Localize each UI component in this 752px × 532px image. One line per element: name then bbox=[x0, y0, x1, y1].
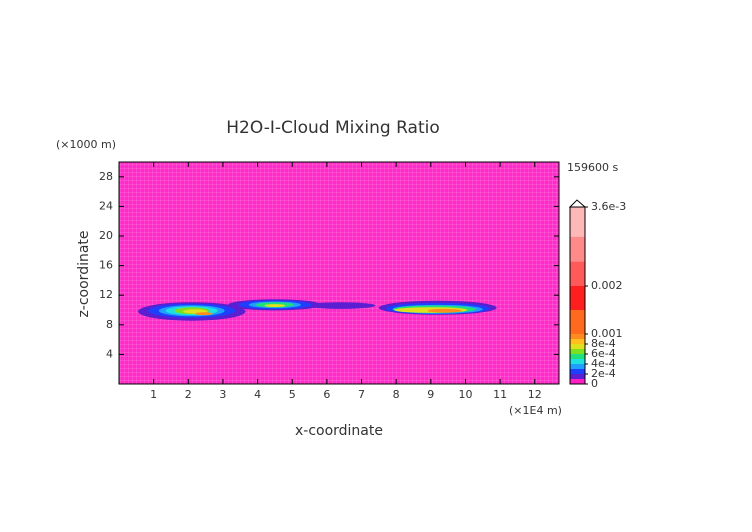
colorbar-tick-label: 8e-4 bbox=[591, 337, 616, 350]
contour-region bbox=[306, 302, 376, 309]
colorbar-band bbox=[570, 354, 585, 359]
y-tick-label: 8 bbox=[106, 318, 113, 331]
x-axis-label: x-coordinate bbox=[295, 423, 383, 439]
x-tick-label: 6 bbox=[323, 388, 330, 401]
colorbar-band bbox=[570, 349, 585, 354]
colorbar-tick-label: 0 bbox=[591, 377, 598, 390]
colorbar-tick-label: 3.6e-3 bbox=[591, 200, 626, 213]
field-texture bbox=[119, 162, 559, 384]
x-tick-label: 8 bbox=[393, 388, 400, 401]
x-tick-label: 11 bbox=[493, 388, 507, 401]
colorbar-tick-label: 0.002 bbox=[591, 279, 623, 292]
colorbar-tick-label: 0.001 bbox=[591, 327, 623, 340]
x-tick-label: 5 bbox=[289, 388, 296, 401]
contour-region bbox=[427, 308, 462, 313]
colorbar-band bbox=[570, 359, 585, 364]
y-tick-label: 20 bbox=[99, 229, 113, 242]
colorbar-tick-label: 2e-4 bbox=[591, 367, 616, 380]
colorbar-band bbox=[570, 310, 585, 334]
x-tick-label: 12 bbox=[528, 388, 542, 401]
colorbar-band bbox=[570, 207, 585, 237]
colorbar-band bbox=[570, 364, 585, 369]
x-tick-label: 9 bbox=[427, 388, 434, 401]
x-tick-label: 4 bbox=[254, 388, 261, 401]
colorbar-extend bbox=[568, 199, 587, 208]
y-axis-label: z-coordinate bbox=[76, 230, 92, 317]
plot-frame bbox=[118, 161, 560, 385]
colorbar-band bbox=[570, 369, 585, 374]
colorbar-band bbox=[570, 286, 585, 310]
colorbar-band bbox=[570, 344, 585, 349]
y-tick-label: 28 bbox=[99, 170, 113, 183]
y-tick-label: 16 bbox=[99, 259, 113, 272]
colorbar-tick-label: 4e-4 bbox=[591, 357, 616, 370]
contour-region bbox=[264, 304, 286, 308]
y-tick-label: 12 bbox=[99, 288, 113, 301]
chart-title: H2O-I-Cloud Mixing Ratio bbox=[226, 118, 440, 138]
y-tick-label: 24 bbox=[99, 199, 113, 212]
y-unit: (×1000 m) bbox=[56, 138, 116, 151]
contour-region bbox=[195, 312, 213, 316]
colorbar-band bbox=[570, 339, 585, 344]
x-tick-label: 10 bbox=[458, 388, 472, 401]
x-tick-label: 7 bbox=[358, 388, 365, 401]
x-unit: (×1E4 m) bbox=[509, 404, 562, 417]
colorbar-band bbox=[570, 236, 585, 262]
colorbar-tick-label: 6e-4 bbox=[591, 347, 616, 360]
y-tick-label: 4 bbox=[106, 347, 113, 360]
time-label: 159600 s bbox=[567, 161, 618, 174]
colorbar-band bbox=[570, 379, 585, 384]
colorbar-band bbox=[570, 261, 585, 286]
x-tick-label: 3 bbox=[219, 388, 226, 401]
x-tick-label: 2 bbox=[185, 388, 192, 401]
colorbar-frame bbox=[569, 206, 586, 385]
colorbar-band bbox=[570, 334, 585, 339]
plot-area bbox=[119, 162, 559, 384]
colorbar-band bbox=[570, 374, 585, 379]
x-tick-label: 1 bbox=[150, 388, 157, 401]
